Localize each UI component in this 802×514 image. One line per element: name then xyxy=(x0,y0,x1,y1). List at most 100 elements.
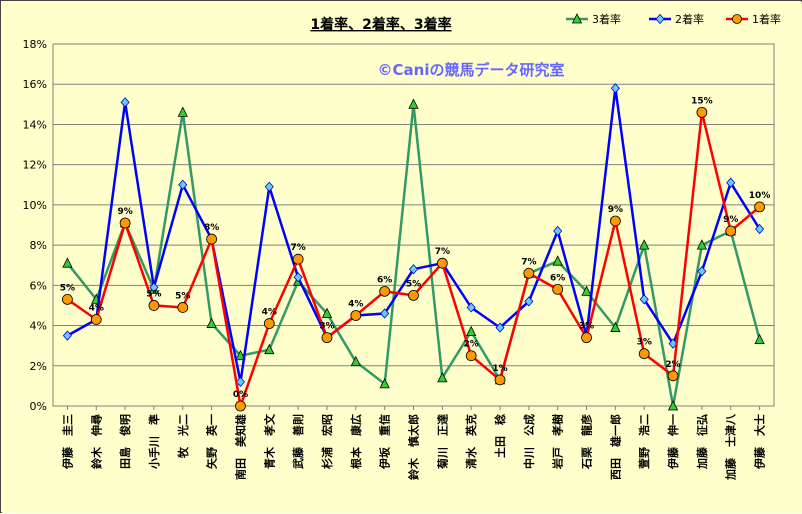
y-tick-label: 6% xyxy=(30,279,47,292)
data-label: 3% xyxy=(579,322,594,332)
series-layer xyxy=(62,83,765,412)
data-point-2nd xyxy=(697,266,707,277)
y-tick-label: 12% xyxy=(23,159,47,172)
x-tick-label: 武藤 善則 xyxy=(291,414,305,469)
data-point-2nd xyxy=(610,83,620,94)
data-point-2nd xyxy=(264,181,274,192)
y-tick-label: 8% xyxy=(30,239,47,252)
data-point-2nd xyxy=(293,272,303,283)
data-point-3rd xyxy=(379,377,390,389)
data-point-2nd xyxy=(524,296,534,307)
gridlines xyxy=(53,43,774,407)
data-point-2nd xyxy=(408,264,419,275)
data-point-2nd xyxy=(120,97,130,108)
data-point-2nd xyxy=(380,308,390,319)
data-point-3rd xyxy=(552,255,563,266)
data-point-3rd xyxy=(667,400,679,411)
data-point-1st xyxy=(177,302,189,313)
data-label: 7% xyxy=(521,257,536,267)
x-tick-label: 小手川 準 xyxy=(147,414,161,470)
watermark: ©Caniの競馬データ研究室 xyxy=(378,61,565,79)
data-point-3rd xyxy=(610,321,621,332)
chart-title: 1着率、2着率、3着率 xyxy=(310,16,451,33)
legend-marker-2nd xyxy=(655,13,665,25)
data-point-3rd xyxy=(437,371,448,383)
y-tick-label: 14% xyxy=(23,118,47,131)
data-label: 2% xyxy=(464,340,479,350)
x-tick-label: 杉浦 宏昭 xyxy=(320,414,334,469)
data-point-3rd xyxy=(408,98,419,109)
x-tick-label: 鈴木 伸尋 xyxy=(89,414,103,469)
x-tick-label: 菊川 正達 xyxy=(435,414,449,469)
data-label: 9% xyxy=(117,207,132,217)
legend: 3着率 2着率 1着率 xyxy=(566,12,781,26)
data-point-1st xyxy=(754,201,765,213)
data-point-3rd xyxy=(206,317,217,328)
x-tick-label: 萱野 浩二 xyxy=(637,414,651,469)
data-label: 9% xyxy=(723,215,738,225)
y-tick-label: 0% xyxy=(30,400,47,413)
y-axis: 0% 2% 4% 6% 8% 10% 12% 14% 16% 18% xyxy=(23,38,47,413)
data-point-2nd xyxy=(553,225,563,237)
y-tick-label: 2% xyxy=(30,360,47,373)
data-point-1st xyxy=(609,215,621,227)
x-tick-label: 西田 雄一郎 xyxy=(608,414,622,480)
data-point-3rd xyxy=(639,239,650,250)
data-point-3rd xyxy=(581,285,592,296)
data-point-1st xyxy=(321,332,333,344)
data-point-1st xyxy=(206,233,218,245)
data-label: 5% xyxy=(146,289,161,299)
data-point-1st xyxy=(638,348,650,360)
x-tick-label: 伊藤 伸一 xyxy=(666,414,680,470)
x-tick-label: 中川 公成 xyxy=(522,414,536,469)
data-label: 1% xyxy=(492,364,507,374)
data-point-1st xyxy=(119,217,131,229)
x-tick-label: 石栗 龍彦 xyxy=(580,414,594,470)
data-point-1st xyxy=(263,318,275,329)
data-label: 10% xyxy=(749,191,771,201)
x-tick-label: 伊坂 重信 xyxy=(378,414,392,470)
x-tick-label: 田島 俊明 xyxy=(118,414,132,469)
data-label: 0% xyxy=(233,390,248,400)
data-point-1st xyxy=(379,285,391,297)
data-point-1st xyxy=(235,400,246,412)
data-label: 5% xyxy=(175,291,190,301)
data-label: 6% xyxy=(377,275,392,285)
data-label: 6% xyxy=(550,273,565,283)
data-point-1st xyxy=(436,257,448,269)
data-label: 5% xyxy=(60,283,75,293)
y-tick-label: 16% xyxy=(23,78,47,91)
data-point-3rd xyxy=(235,349,246,361)
data-label: 8% xyxy=(204,223,219,233)
y-tick-label: 18% xyxy=(23,38,47,51)
data-point-1st xyxy=(90,314,102,325)
data-label: 5% xyxy=(406,279,421,289)
x-tick-label: 伊藤 大士 xyxy=(753,414,767,470)
x-tick-label: 根本 康広 xyxy=(349,414,363,469)
data-label: 7% xyxy=(435,247,450,257)
data-label: 3% xyxy=(637,338,652,348)
legend-label: 2着率 xyxy=(675,12,704,26)
data-label: 4% xyxy=(262,308,277,318)
data-label: 4% xyxy=(89,304,104,314)
data-point-1st xyxy=(667,370,679,382)
x-tick-label: 鈴木 慎太郎 xyxy=(407,414,421,480)
data-point-2nd xyxy=(755,223,765,235)
x-tick-label: 清水 英克 xyxy=(464,414,478,469)
x-tick-label: 南田 美知雄 xyxy=(233,414,247,480)
data-point-3rd xyxy=(177,106,188,117)
data-point-3rd xyxy=(62,257,73,268)
data-point-1st xyxy=(725,225,737,237)
data-point-3rd xyxy=(754,333,765,345)
x-tick-label: 矢野 英一 xyxy=(205,414,219,469)
data-label: 15% xyxy=(691,96,713,106)
data-point-2nd xyxy=(639,294,649,305)
data-point-1st xyxy=(696,106,708,118)
data-label: 9% xyxy=(608,205,623,215)
data-point-2nd xyxy=(149,282,159,293)
x-tick-label: 伊藤 圭三 xyxy=(60,414,74,470)
data-point-3rd xyxy=(264,343,275,355)
data-point-1st xyxy=(494,374,506,386)
